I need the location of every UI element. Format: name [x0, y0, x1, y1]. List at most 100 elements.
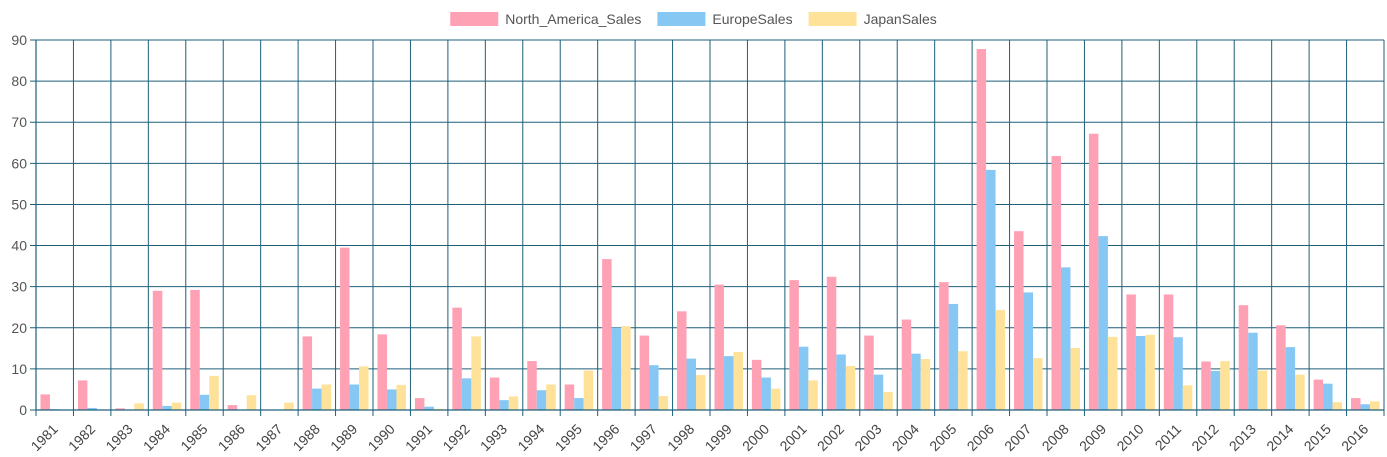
- bar-japansales-1989[interactable]: [359, 366, 369, 410]
- bar-japansales-1996[interactable]: [621, 326, 631, 410]
- bar-japansales-2005[interactable]: [958, 351, 968, 410]
- bar-europesales-2008[interactable]: [1060, 267, 1071, 410]
- bar-north-america-sales-1997[interactable]: [639, 335, 650, 410]
- bar-europesales-1985[interactable]: [199, 394, 210, 410]
- bar-north-america-sales-1993[interactable]: [489, 377, 500, 410]
- bar-europesales-2009[interactable]: [1098, 236, 1108, 410]
- bar-japansales-1994[interactable]: [546, 384, 556, 410]
- bar-north-america-sales-1984[interactable]: [152, 290, 163, 410]
- bar-europesales-2006[interactable]: [986, 169, 996, 410]
- bar-europesales-1989[interactable]: [349, 384, 360, 410]
- bar-north-america-sales-1985[interactable]: [190, 289, 200, 410]
- bar-japansales-1993[interactable]: [508, 396, 519, 410]
- bar-north-america-sales-2013[interactable]: [1238, 305, 1249, 410]
- bar-north-america-sales-2004[interactable]: [901, 319, 912, 410]
- bar-japansales-2007[interactable]: [1033, 358, 1043, 410]
- bar-europesales-2016[interactable]: [1360, 404, 1371, 410]
- bar-north-america-sales-1990[interactable]: [377, 334, 387, 410]
- bar-europesales-1993[interactable]: [499, 400, 509, 410]
- bar-north-america-sales-1983[interactable]: [115, 408, 125, 410]
- bar-north-america-sales-1986[interactable]: [227, 405, 238, 410]
- bar-north-america-sales-2007[interactable]: [1014, 231, 1024, 410]
- bar-europesales-2012[interactable]: [1210, 370, 1221, 410]
- bar-japansales-2004[interactable]: [920, 359, 931, 410]
- bar-europesales-2013[interactable]: [1248, 332, 1258, 410]
- bar-europesales-2014[interactable]: [1285, 347, 1296, 410]
- bar-europesales-2003[interactable]: [873, 374, 884, 410]
- bar-japansales-2015[interactable]: [1332, 402, 1343, 410]
- bar-japansales-1995[interactable]: [583, 370, 594, 410]
- bar-north-america-sales-2010[interactable]: [1126, 294, 1136, 410]
- bar-north-america-sales-1988[interactable]: [302, 336, 313, 410]
- bar-japansales-1984[interactable]: [171, 402, 182, 410]
- bar-europesales-2005[interactable]: [948, 303, 959, 410]
- bar-europesales-1998[interactable]: [686, 358, 697, 410]
- bar-japansales-1997[interactable]: [658, 396, 669, 410]
- bar-japansales-2000[interactable]: [770, 388, 781, 410]
- bar-north-america-sales-2014[interactable]: [1276, 325, 1286, 410]
- bar-north-america-sales-2016[interactable]: [1351, 398, 1361, 410]
- bar-japansales-2011[interactable]: [1182, 385, 1193, 410]
- bar-japansales-1998[interactable]: [696, 375, 706, 410]
- bar-north-america-sales-2011[interactable]: [1163, 294, 1174, 410]
- bar-north-america-sales-2015[interactable]: [1313, 379, 1324, 410]
- bar-europesales-1988[interactable]: [312, 388, 322, 410]
- bar-europesales-1996[interactable]: [611, 327, 622, 410]
- bar-japansales-1986[interactable]: [246, 395, 257, 410]
- bar-north-america-sales-2008[interactable]: [1051, 155, 1061, 410]
- bar-north-america-sales-1981[interactable]: [40, 394, 50, 410]
- bar-europesales-1997[interactable]: [649, 365, 659, 410]
- bar-europesales-1992[interactable]: [461, 378, 472, 410]
- bar-europesales-2000[interactable]: [761, 377, 771, 410]
- bar-japansales-1992[interactable]: [471, 336, 481, 410]
- bar-north-america-sales-2000[interactable]: [751, 359, 762, 410]
- bar-europesales-1991[interactable]: [424, 406, 434, 410]
- bar-japansales-1999[interactable]: [733, 352, 743, 410]
- bar-japansales-1988[interactable]: [321, 384, 332, 410]
- bar-north-america-sales-1982[interactable]: [77, 380, 88, 410]
- bar-north-america-sales-1994[interactable]: [527, 361, 537, 410]
- bar-europesales-1994[interactable]: [536, 390, 547, 410]
- bar-japansales-1991[interactable]: [433, 408, 444, 410]
- bar-north-america-sales-2005[interactable]: [939, 282, 949, 410]
- bar-japansales-2013[interactable]: [1257, 370, 1268, 410]
- bar-europesales-1995[interactable]: [574, 398, 584, 410]
- bar-japansales-2016[interactable]: [1370, 401, 1380, 410]
- bar-north-america-sales-1998[interactable]: [677, 311, 687, 410]
- bar-north-america-sales-1991[interactable]: [414, 398, 425, 410]
- legend-item-north-america-sales[interactable]: North_America_Sales: [450, 11, 641, 27]
- bar-europesales-2011[interactable]: [1173, 337, 1183, 410]
- bar-north-america-sales-2006[interactable]: [976, 49, 987, 411]
- bar-europesales-1999[interactable]: [723, 356, 734, 410]
- bar-europesales-2010[interactable]: [1135, 336, 1146, 410]
- bar-europesales-2007[interactable]: [1023, 292, 1034, 410]
- bar-north-america-sales-2009[interactable]: [1088, 133, 1099, 410]
- bar-japansales-1987[interactable]: [284, 402, 294, 410]
- bar-north-america-sales-1999[interactable]: [714, 284, 724, 410]
- bar-japansales-1985[interactable]: [209, 375, 219, 410]
- legend-item-europesales[interactable]: EuropeSales: [657, 11, 793, 27]
- bar-japansales-2003[interactable]: [883, 391, 893, 410]
- bar-japansales-2008[interactable]: [1070, 347, 1080, 410]
- bar-japansales-2012[interactable]: [1220, 361, 1230, 410]
- bar-japansales-1990[interactable]: [396, 384, 406, 410]
- bar-europesales-2004[interactable]: [911, 353, 921, 410]
- bar-europesales-1990[interactable]: [386, 389, 397, 410]
- bar-north-america-sales-1992[interactable]: [452, 307, 462, 410]
- bar-japansales-2002[interactable]: [845, 366, 856, 410]
- bar-japansales-2010[interactable]: [1145, 334, 1155, 410]
- bar-europesales-1984[interactable]: [162, 405, 172, 410]
- bar-europesales-2002[interactable]: [836, 354, 846, 411]
- bar-europesales-1982[interactable]: [87, 407, 97, 410]
- bar-japansales-1983[interactable]: [134, 403, 144, 410]
- legend-item-japansales[interactable]: JapanSales: [808, 11, 937, 27]
- bar-japansales-2014[interactable]: [1295, 374, 1305, 410]
- bar-japansales-2006[interactable]: [995, 310, 1006, 410]
- bar-japansales-2009[interactable]: [1107, 336, 1118, 410]
- bar-north-america-sales-2002[interactable]: [826, 276, 837, 410]
- bar-north-america-sales-2003[interactable]: [864, 335, 874, 410]
- bar-europesales-2015[interactable]: [1323, 383, 1333, 410]
- bar-north-america-sales-1996[interactable]: [602, 259, 612, 410]
- bar-europesales-2001[interactable]: [798, 346, 809, 410]
- bar-japansales-2001[interactable]: [808, 380, 818, 410]
